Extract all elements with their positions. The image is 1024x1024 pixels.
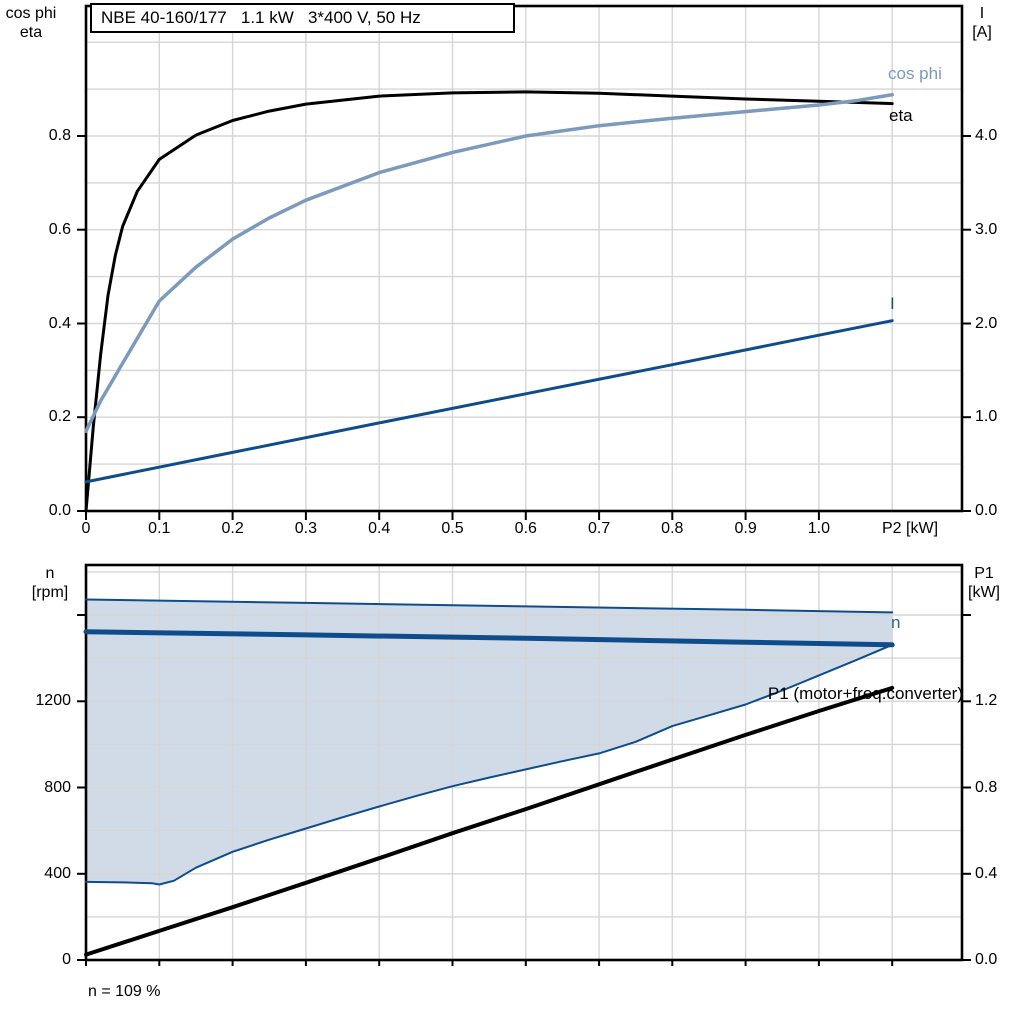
top-right-axis-unit: I [A] <box>950 4 1014 42</box>
eta-curve-label: eta <box>889 106 913 125</box>
current-axis-unit: [A] <box>972 24 992 41</box>
tick-label: 1.0 <box>807 520 831 537</box>
bottom-right-axis-unit: P1 [kW] <box>952 564 1016 602</box>
tick-label: 0 <box>62 951 71 968</box>
gridlines-speed <box>86 565 962 960</box>
tick-label: 0.2 <box>221 520 244 537</box>
tick-label: 1.2 <box>975 692 998 710</box>
tick-label: 1200 <box>35 692 71 710</box>
tick-label: 0.4 <box>368 520 391 537</box>
series-i <box>84 319 894 484</box>
tick-label: 1.0 <box>975 408 998 426</box>
tick-label: 0.4 <box>975 864 998 882</box>
x-axis-unit-label: P2 [kW] <box>882 520 939 537</box>
tick-label: 0.0 <box>975 951 998 968</box>
gridlines-motor <box>86 6 962 511</box>
plot-frame-motor <box>84 4 964 513</box>
tick-label: 0.1 <box>148 520 171 537</box>
tick-label: 0.9 <box>734 520 757 537</box>
tick-label: 800 <box>44 778 71 796</box>
current-curve-label: I <box>890 294 895 313</box>
chart-title-box: NBE 40-160/177 1.1 kW 3*400 V, 50 Hz <box>90 3 515 33</box>
speed-percentage-annotation: n = 109 % <box>88 983 161 1000</box>
series-n-max <box>85 598 894 614</box>
tick-label: 4.0 <box>975 127 998 144</box>
series-n-min <box>85 643 894 886</box>
bottom-left-axis-unit: n [rpm] <box>18 564 82 602</box>
eta-axis-label: eta <box>19 24 43 41</box>
tick-label: 0.6 <box>48 220 71 238</box>
ticks-motor <box>77 135 971 520</box>
tick-label: 3.0 <box>975 220 998 238</box>
series-p1-motor-freq-converter- <box>84 685 895 957</box>
tick-label: 0.6 <box>514 520 537 537</box>
ticks-speed <box>77 614 971 966</box>
tick-label: 2.0 <box>975 314 998 332</box>
tick-label: 0 <box>81 520 91 537</box>
cos-phi-curve-label: cos phi <box>888 64 942 83</box>
current-axis-label: I <box>979 5 985 22</box>
tick-label: 0.5 <box>441 520 464 537</box>
tick-label: 0.0 <box>975 502 998 519</box>
p1-curve-label: P1 (motor+freq.converter) <box>767 684 963 703</box>
tick-label: 0.3 <box>294 520 318 537</box>
tick-label: 0.8 <box>48 127 71 144</box>
chart-title: NBE 40-160/177 1.1 kW 3*400 V, 50 Hz <box>101 8 421 27</box>
series-n <box>83 629 895 648</box>
series-eta <box>84 90 894 513</box>
series-cos-phi <box>84 92 894 434</box>
speed-curve-label: n <box>891 613 901 632</box>
tick-label: 0.8 <box>661 520 684 537</box>
tick-label: 0.7 <box>587 520 611 537</box>
speed-range-area <box>86 599 893 885</box>
p1-axis-label: P1 <box>974 565 994 582</box>
plot-frame-speed <box>84 563 964 962</box>
speed-axis-unit: [rpm] <box>31 584 69 601</box>
speed-axis-label: n <box>45 565 55 582</box>
tick-label: 0.4 <box>48 314 71 332</box>
top-left-axis-unit: cos phi eta <box>0 4 63 42</box>
p1-axis-unit: [kW] <box>968 584 1000 601</box>
tick-label: 400 <box>44 864 71 882</box>
tick-label: 0.8 <box>975 778 998 796</box>
tick-label: 0.2 <box>48 408 71 426</box>
tick-label: 0.0 <box>48 502 71 519</box>
cos-phi-axis-label: cos phi <box>5 5 57 22</box>
